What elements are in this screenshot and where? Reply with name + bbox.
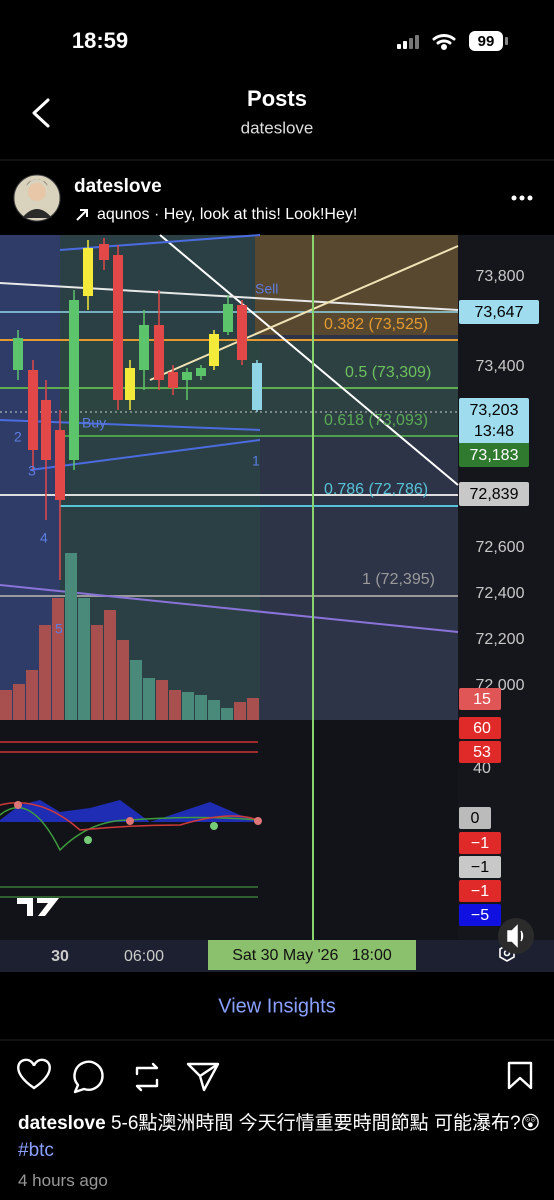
like-button[interactable] — [17, 1058, 51, 1090]
indicator-badge: −1 — [471, 859, 489, 876]
more-button[interactable] — [511, 195, 533, 201]
wifi-icon — [432, 34, 456, 50]
price-badge: 15 — [473, 691, 491, 708]
fib-label: 1 (72,395) — [362, 571, 435, 588]
price-label: 72,200 — [476, 631, 525, 648]
price-label: 73,400 — [476, 358, 525, 375]
price-badge: 73,203 — [470, 402, 519, 419]
caption-text: 5-6點澳洲時間 今天行情重要時間節點 可能瀑布?😲 — [110, 1113, 541, 1134]
chart-annotation: Buy — [82, 415, 106, 431]
caption-username[interactable]: dateslove — [18, 1113, 106, 1134]
price-label: 73,800 — [476, 268, 525, 285]
comment-button[interactable] — [73, 1060, 104, 1094]
price-badge: 73,647 — [475, 304, 524, 321]
reply-line: aqunos · Hey, look at this! Look!Hey! — [97, 206, 357, 223]
signal-icon — [397, 35, 419, 49]
back-button[interactable] — [32, 98, 50, 128]
indicator-badge: −1 — [471, 883, 489, 900]
battery-icon — [469, 31, 503, 51]
fib-label: 0.786 (72,786) — [324, 481, 428, 498]
indicator-badge: 0 — [471, 810, 480, 827]
time-label: 30 — [51, 948, 69, 965]
price-badge: 73,183 — [470, 447, 519, 464]
view-insights[interactable]: View Insights — [218, 995, 335, 1017]
price-badge: 13:48 — [474, 423, 514, 440]
cursor-time: Sat 30 May '26 18:00 — [232, 947, 392, 964]
caption-tag[interactable]: #btc — [18, 1140, 54, 1161]
chart-annotation: 3 — [28, 463, 36, 479]
chart-annotation: 2 — [14, 429, 22, 445]
avatar-hair — [26, 179, 48, 186]
battery-tip — [505, 37, 508, 45]
price-label: 72,400 — [476, 585, 525, 602]
chart-annotation: 5 — [55, 621, 63, 637]
price-label: 40 — [473, 760, 491, 777]
avatar-face — [28, 183, 46, 201]
indicator-badge: −5 — [471, 907, 489, 924]
price-label: 72,600 — [476, 539, 525, 556]
share-button[interactable] — [186, 1062, 220, 1092]
fib-label: 0.382 (73,525) — [324, 316, 428, 333]
reply-arrow — [76, 209, 88, 221]
battery-level: 99 — [478, 33, 495, 50]
avatar-body — [22, 209, 52, 218]
chart-annotation: 4 — [40, 530, 48, 546]
fib-label: 0.5 (73,309) — [345, 364, 431, 381]
chart-annotation: Sell — [255, 281, 278, 297]
price-badge: 53 — [473, 744, 491, 761]
repost-button[interactable] — [135, 1062, 159, 1092]
chart-image — [0, 234, 554, 972]
time-ago: 4 hours ago — [18, 1171, 108, 1190]
clock: 18:59 — [72, 28, 128, 53]
header-title: Posts — [247, 86, 307, 111]
fib-label: 0.618 (73,093) — [324, 412, 428, 429]
chart-annotation: 1 — [252, 453, 260, 469]
time-label: 06:00 — [124, 948, 164, 965]
post-author[interactable]: dateslove — [74, 176, 162, 197]
price-badge: 60 — [473, 720, 491, 737]
sound-icon — [507, 924, 524, 948]
header-subtitle: dateslove — [241, 118, 314, 137]
price-badge: 72,839 — [470, 486, 519, 503]
caption: dateslove 5-6點澳洲時間 今天行情重要時間節點 可能瀑布?😲 #btc — [18, 1110, 543, 1164]
indicator-badge: −1 — [471, 835, 489, 852]
save-button[interactable] — [507, 1061, 533, 1090]
